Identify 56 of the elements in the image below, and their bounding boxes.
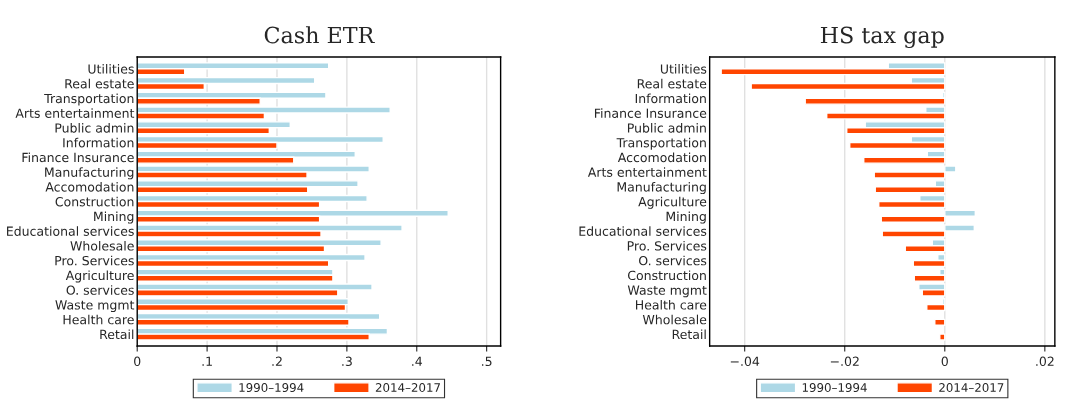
y-tick-label: O. services [66,285,134,295]
legend-label: 1990–1994 [239,383,304,392]
x-tick-label: .3 [342,356,352,367]
x-tick-label: 0 [134,356,141,367]
y-tick-label: Arts entertainment [587,167,707,177]
y-tick-label: Agriculture [65,270,134,283]
x-tick-label: .2 [272,356,282,366]
y-tick-label: Accomodation [45,181,134,192]
y-tick-label: Wholesale [642,314,707,325]
y-tick-label: Educational services [579,226,707,236]
y-tick-label: Utilities [660,64,707,74]
y-tick-label: Health care [63,314,134,325]
x-tick-label: .4 [412,356,423,366]
y-tick-label: Retail [672,329,706,340]
y-tick-label: Accomodation [617,152,706,163]
y-tick-label: Public admin [627,123,706,133]
legend-label: 1990–1994 [802,383,867,392]
legend-label: 2014–2017 [375,383,440,392]
y-tick-label: Finance Insurance [22,152,134,163]
x-tick-label: −.04 [730,356,760,367]
y-tick-label: Arts entertainment [15,108,135,118]
y-tick-label: Waste mgmt [55,300,135,313]
legend-label: 2014–2017 [939,383,1004,392]
y-tick-label: Utilities [88,64,134,74]
bar [939,333,946,341]
y-tick-label: Information [635,93,706,104]
y-tick-label: Mining [666,211,706,224]
y-tick-label: Transportation [44,93,134,106]
y-tick-label: Manufacturing [617,181,706,195]
y-tick-label: Real estate [637,78,707,89]
x-tick-label: −.02 [830,356,859,367]
y-tick-label: Finance Insurance [594,108,707,118]
y-tick-label: Health care [636,299,707,310]
y-tick-label: Information [63,137,134,148]
y-tick-label: Pro. Services [55,255,134,266]
y-tick-label: Wholesale [70,240,134,251]
y-tick-label: Public admin [55,123,134,133]
y-tick-label: Manufacturing [45,167,134,180]
y-tick-label: Mining [94,211,134,224]
y-tick-label: Construction [628,270,706,281]
y-tick-label: Pro. Services [627,240,707,251]
y-tick-label: Educational services [7,226,134,236]
chart-title: HS tax gap [820,26,944,49]
x-tick-label: .5 [482,356,492,367]
y-tick-label: Agriculture [638,196,707,209]
y-tick-label: Real estate [65,78,134,89]
chart-title: Cash ETR [264,26,375,44]
y-tick-label: Retail [100,329,134,340]
y-tick-label: Transportation [616,137,706,150]
y-tick-label: O. services [639,255,707,266]
x-tick-label: .1 [202,356,212,366]
y-tick-label: Waste mgmt [627,285,707,298]
bar [934,318,946,327]
x-tick-label: .02 [1036,356,1054,367]
y-tick-label: Construction [55,196,134,207]
x-tick-label: 0 [941,356,948,367]
